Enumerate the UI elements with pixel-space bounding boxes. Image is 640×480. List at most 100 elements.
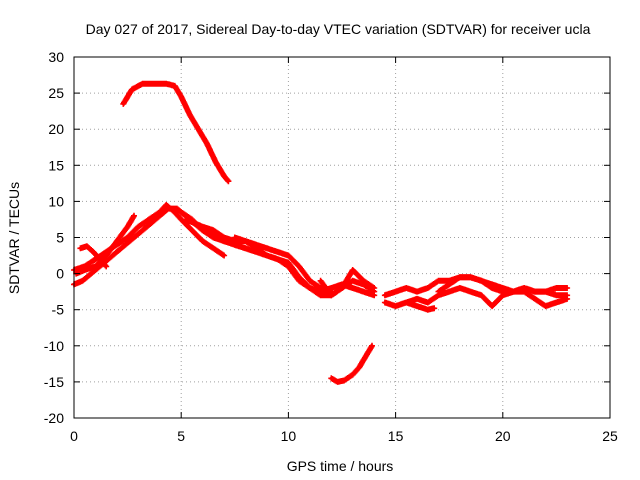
data-point [479,279,483,283]
data-point [351,268,355,272]
data-point [342,378,346,382]
data-point [132,214,136,218]
data-point [329,286,333,290]
x-tick-label: 25 [602,428,618,444]
data-point [533,290,537,294]
data-point [565,297,569,301]
series-track-12 [381,285,571,310]
data-point [436,279,440,283]
data-point [501,293,505,297]
series-track-14 [403,299,438,313]
data-point [479,293,483,297]
data-point [179,210,183,214]
data-point [222,174,226,178]
data-point [319,279,323,283]
series-markers [71,205,249,288]
data-point [383,300,387,304]
data-point [372,286,376,290]
data-point [254,246,258,250]
data-point [211,236,215,239]
data-point [93,264,97,268]
y-tick-label: 0 [56,266,64,282]
chart-title: Day 027 of 2017, Sidereal Day-to-day VTE… [86,21,591,37]
data-point [512,290,516,294]
data-point [351,373,355,377]
data-point [340,286,344,290]
data-point [147,217,151,221]
y-tick-label: 20 [48,121,64,137]
y-tick-label: -20 [44,410,64,426]
data-point [141,82,145,86]
data-point [98,257,102,261]
data-point [554,286,558,290]
data-point [383,293,387,297]
y-tick-label: 25 [48,85,64,101]
data-point [121,102,125,106]
data-point [190,217,194,221]
data-point [361,290,365,294]
x-tick-label: 15 [388,428,404,444]
data-point [126,225,130,229]
data-point [329,293,333,297]
data-point [469,275,473,279]
y-tick-label: -5 [52,302,65,318]
data-point [244,246,248,250]
data-point [173,210,177,214]
data-point [188,113,192,117]
data-point [244,239,248,243]
data-point [432,306,436,310]
series-markers [328,342,375,385]
data-point [415,290,419,294]
data-point [211,246,215,250]
data-point [91,250,95,254]
data-point [426,308,430,312]
data-point [297,275,301,279]
grid-lines [74,57,610,418]
data-point [404,286,408,290]
data-point [123,243,127,247]
data-point [78,246,82,250]
data-point [276,250,280,254]
data-point [308,279,312,283]
data-point [81,279,85,283]
data-point [175,207,179,211]
data-point [201,239,205,243]
data-point [458,286,462,290]
series-track-10 [317,267,378,299]
data-point [308,286,312,290]
data-point [233,243,237,247]
data-point [158,210,162,214]
data-point [104,264,108,268]
data-point [173,84,177,88]
data-point [426,286,430,290]
series-track-9 [328,342,375,385]
data-point [89,272,93,276]
data-point [554,300,558,304]
data-point [164,82,168,86]
y-tick-label: -15 [44,374,64,390]
data-point [490,304,494,308]
data-point [214,160,218,164]
data-point [565,286,569,290]
data-point [469,290,473,294]
data-point [190,228,194,232]
data-point [533,297,537,301]
data-point [501,286,505,290]
data-point [544,304,548,308]
y-tick-label: -10 [44,338,64,354]
data-point [351,279,355,283]
data-point [490,282,494,286]
data-point [222,239,226,243]
data-point [415,304,419,308]
data-point [115,239,119,243]
data-point [265,254,269,258]
data-series [71,80,571,385]
data-point [357,365,361,369]
data-point [136,225,140,229]
data-point [458,275,462,279]
data-point [104,254,108,258]
x-axis-label: GPS time / hours [287,458,394,474]
y-tick-label: 15 [48,157,64,173]
data-point [106,257,110,261]
